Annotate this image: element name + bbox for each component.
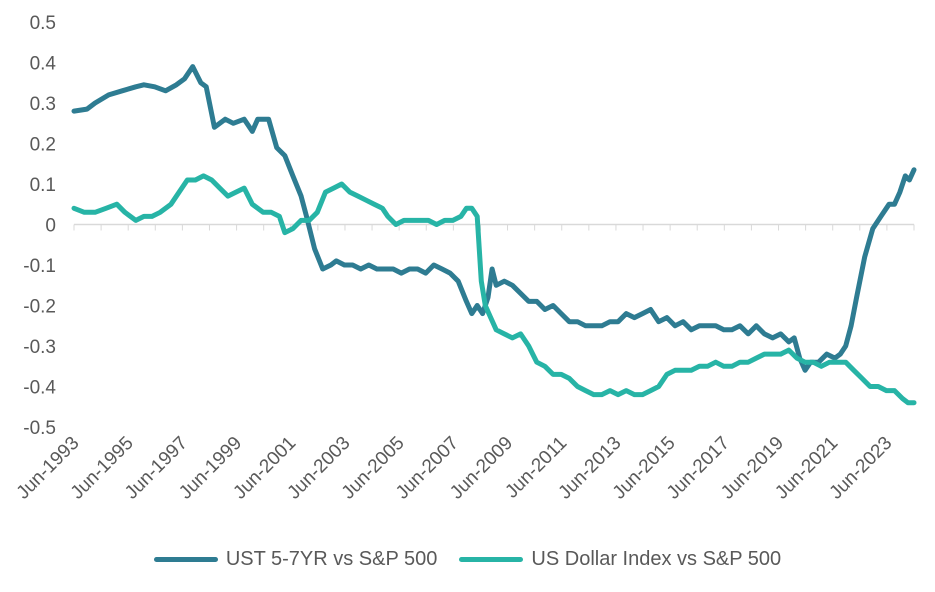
- legend-label-usd: US Dollar Index vs S&P 500: [531, 548, 782, 570]
- y-tick-label: -0.4: [23, 378, 56, 399]
- x-axis: Jun-1993Jun-1995Jun-1997Jun-1999Jun-2001…: [13, 223, 915, 504]
- legend-item-usd: US Dollar Index vs S&P 500: [459, 548, 781, 571]
- line-chart: 0.5 0.4 0.3 0.2 0.1 0 -0.1 -0.2 -0.3 -0.4 -0.5 Jun…: [13, 13, 917, 504]
- legend: UST 5-7YR vs S&P 500 US Dollar Index vs …: [0, 548, 935, 571]
- y-tick-label: -0.3: [23, 337, 56, 358]
- y-tick-label: 0.2: [30, 135, 56, 156]
- y-axis: 0.5 0.4 0.3 0.2 0.1 0 -0.1 -0.2 -0.3 -0.4 -0.5: [23, 13, 56, 439]
- legend-item-ust: UST 5-7YR vs S&P 500: [153, 548, 438, 571]
- legend-label-ust: UST 5-7YR vs S&P 500: [225, 548, 438, 570]
- y-tick-label: -0.5: [23, 418, 56, 439]
- y-tick-label: 0.4: [30, 54, 57, 75]
- series-line-usd: [71, 173, 917, 406]
- series-lines: [71, 64, 917, 406]
- y-tick-label: 0: [45, 216, 56, 237]
- y-tick-label: 0.3: [30, 94, 56, 115]
- legend-swatch-usd: [459, 557, 524, 562]
- y-tick-label: -0.2: [23, 297, 56, 318]
- y-tick-label: 0.1: [30, 175, 56, 196]
- y-tick-label: -0.1: [23, 256, 56, 277]
- legend-swatch-ust: [153, 557, 218, 562]
- y-tick-label: 0.5: [30, 13, 56, 34]
